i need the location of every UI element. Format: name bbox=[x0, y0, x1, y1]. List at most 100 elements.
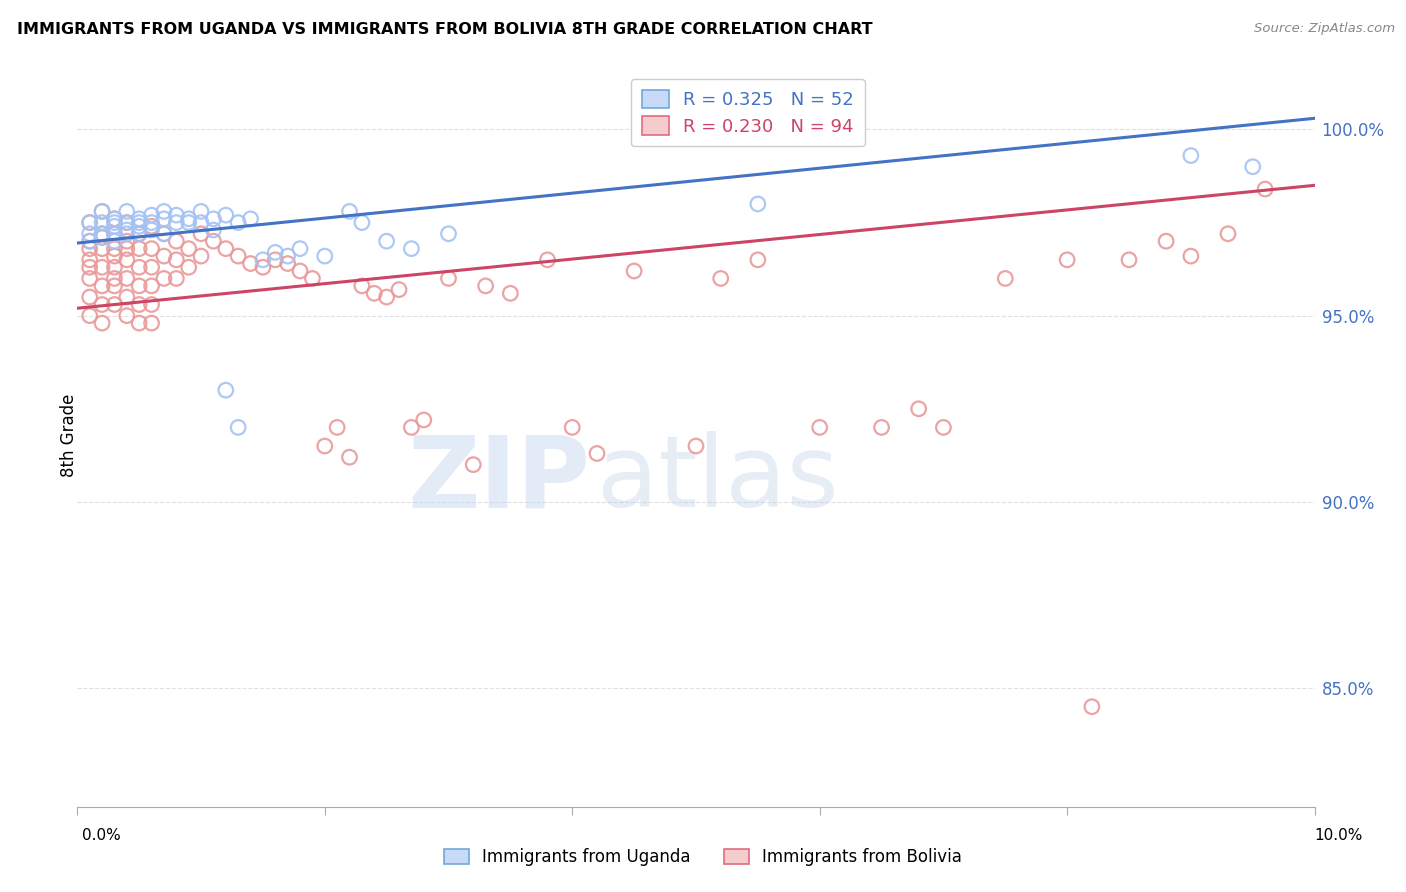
Point bbox=[177, 242, 200, 256]
Point bbox=[128, 227, 150, 241]
Point bbox=[437, 271, 460, 285]
Point bbox=[412, 413, 434, 427]
Point bbox=[1118, 252, 1140, 267]
Point bbox=[128, 260, 150, 275]
Point bbox=[1241, 160, 1264, 174]
Point bbox=[79, 234, 101, 248]
Point bbox=[165, 252, 187, 267]
Legend: Immigrants from Uganda, Immigrants from Bolivia: Immigrants from Uganda, Immigrants from … bbox=[437, 842, 969, 873]
Point bbox=[91, 297, 114, 311]
Point bbox=[153, 227, 176, 241]
Point bbox=[437, 227, 460, 241]
Point bbox=[91, 204, 114, 219]
Point bbox=[314, 249, 336, 263]
Point bbox=[115, 290, 138, 304]
Text: 0.0%: 0.0% bbox=[82, 829, 121, 843]
Text: 10.0%: 10.0% bbox=[1315, 829, 1362, 843]
Point bbox=[79, 234, 101, 248]
Point bbox=[128, 219, 150, 234]
Point bbox=[103, 279, 125, 293]
Point bbox=[202, 211, 225, 226]
Point bbox=[141, 242, 163, 256]
Point bbox=[141, 216, 163, 230]
Point bbox=[103, 234, 125, 248]
Point bbox=[463, 458, 485, 472]
Point bbox=[747, 252, 769, 267]
Point bbox=[79, 242, 101, 256]
Point bbox=[536, 252, 558, 267]
Point bbox=[474, 279, 496, 293]
Point bbox=[115, 204, 138, 219]
Point bbox=[190, 227, 212, 241]
Point bbox=[177, 216, 200, 230]
Point bbox=[103, 219, 125, 234]
Point bbox=[128, 316, 150, 330]
Point bbox=[190, 249, 212, 263]
Point bbox=[288, 242, 311, 256]
Point bbox=[226, 249, 249, 263]
Point bbox=[91, 316, 114, 330]
Point bbox=[264, 245, 287, 260]
Point bbox=[115, 309, 138, 323]
Point bbox=[115, 227, 138, 241]
Point bbox=[79, 216, 101, 230]
Point bbox=[165, 208, 187, 222]
Point bbox=[388, 283, 411, 297]
Point bbox=[190, 204, 212, 219]
Point bbox=[153, 249, 176, 263]
Point bbox=[350, 216, 373, 230]
Point bbox=[115, 216, 138, 230]
Point bbox=[177, 211, 200, 226]
Text: IMMIGRANTS FROM UGANDA VS IMMIGRANTS FROM BOLIVIA 8TH GRADE CORRELATION CHART: IMMIGRANTS FROM UGANDA VS IMMIGRANTS FRO… bbox=[17, 22, 873, 37]
Point bbox=[91, 216, 114, 230]
Point bbox=[91, 227, 114, 241]
Point bbox=[128, 216, 150, 230]
Text: Source: ZipAtlas.com: Source: ZipAtlas.com bbox=[1254, 22, 1395, 36]
Point bbox=[339, 204, 361, 219]
Point bbox=[91, 260, 114, 275]
Point bbox=[1180, 148, 1202, 162]
Point bbox=[252, 252, 274, 267]
Point bbox=[91, 242, 114, 256]
Point bbox=[141, 219, 163, 234]
Point bbox=[91, 204, 114, 219]
Point bbox=[103, 271, 125, 285]
Point bbox=[239, 211, 262, 226]
Point bbox=[215, 242, 238, 256]
Point bbox=[141, 223, 163, 237]
Point bbox=[128, 279, 150, 293]
Point bbox=[153, 204, 176, 219]
Point bbox=[1254, 182, 1277, 196]
Point bbox=[808, 420, 831, 434]
Point bbox=[277, 249, 299, 263]
Point bbox=[288, 264, 311, 278]
Point bbox=[363, 286, 385, 301]
Point bbox=[326, 420, 349, 434]
Point bbox=[190, 216, 212, 230]
Point bbox=[103, 227, 125, 241]
Legend: R = 0.325   N = 52, R = 0.230   N = 94: R = 0.325 N = 52, R = 0.230 N = 94 bbox=[631, 78, 865, 146]
Point bbox=[79, 227, 101, 241]
Point bbox=[103, 211, 125, 226]
Point bbox=[165, 216, 187, 230]
Point bbox=[375, 234, 398, 248]
Point bbox=[1056, 252, 1078, 267]
Y-axis label: 8th Grade: 8th Grade bbox=[60, 393, 77, 476]
Point bbox=[264, 252, 287, 267]
Point bbox=[79, 216, 101, 230]
Point bbox=[907, 401, 929, 416]
Point bbox=[165, 234, 187, 248]
Point bbox=[128, 297, 150, 311]
Point bbox=[79, 271, 101, 285]
Point bbox=[115, 271, 138, 285]
Point bbox=[141, 260, 163, 275]
Point bbox=[215, 383, 238, 397]
Point bbox=[401, 420, 423, 434]
Point bbox=[103, 216, 125, 230]
Point bbox=[79, 252, 101, 267]
Point bbox=[561, 420, 583, 434]
Point bbox=[115, 234, 138, 248]
Point bbox=[1081, 699, 1104, 714]
Point bbox=[153, 271, 176, 285]
Point bbox=[128, 227, 150, 241]
